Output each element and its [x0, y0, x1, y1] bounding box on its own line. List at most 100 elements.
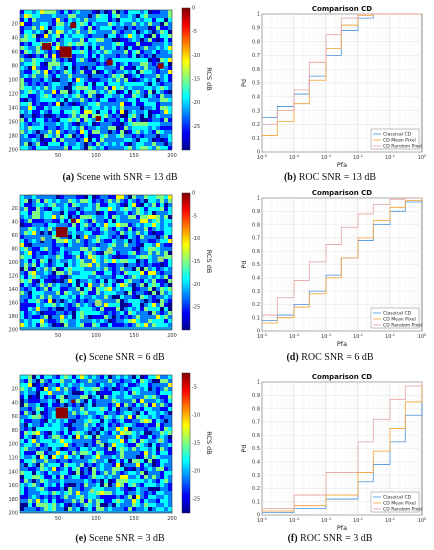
noise-pixel: [56, 295, 60, 299]
noise-pixel: [96, 207, 100, 211]
noise-pixel: [88, 94, 92, 98]
noise-pixel: [28, 18, 32, 22]
noise-pixel: [100, 82, 104, 86]
noise-pixel: [44, 251, 48, 255]
noise-pixel: [84, 66, 88, 70]
noise-pixel: [128, 138, 132, 142]
noise-pixel: [84, 90, 88, 94]
scene-frame: [19, 374, 173, 514]
noise-pixel: [60, 263, 64, 267]
noise-pixel: [32, 130, 36, 134]
noise-pixel: [160, 491, 164, 495]
scene-ytick: 120: [8, 274, 18, 280]
noise-pixel: [100, 106, 104, 110]
noise-pixel: [72, 122, 76, 126]
noise-pixel: [48, 247, 52, 251]
noise-pixel: [160, 471, 164, 475]
noise-pixel: [32, 54, 36, 58]
noise-pixel: [112, 311, 116, 315]
noise-pixel: [152, 267, 156, 271]
noise-pixel: [64, 126, 68, 130]
noise-pixel: [76, 247, 80, 251]
noise-pixel: [84, 471, 88, 475]
noise-pixel: [56, 146, 60, 150]
noise-pixel: [128, 391, 132, 395]
noise-pixel: [48, 138, 52, 142]
noise-pixel: [80, 38, 84, 42]
noise-pixel: [116, 211, 120, 215]
noise-pixel: [32, 114, 36, 118]
noise-pixel: [156, 291, 160, 295]
noise-pixel: [88, 18, 92, 22]
noise-pixel: [96, 451, 100, 455]
noise-pixel: [52, 110, 56, 114]
noise-pixel: [104, 315, 108, 319]
noise-pixel: [104, 299, 108, 303]
noise-pixel: [148, 38, 152, 42]
scene-xtick: 100: [91, 153, 101, 159]
noise-pixel: [56, 263, 60, 267]
noise-pixel: [52, 86, 56, 90]
noise-pixel: [20, 483, 24, 487]
noise-pixel: [48, 122, 52, 126]
noise-pixel: [48, 419, 52, 423]
noise-pixel: [96, 142, 100, 146]
noise-pixel: [20, 295, 24, 299]
noise-pixel: [168, 98, 172, 102]
noise-pixel: [120, 122, 124, 126]
noise-pixel: [20, 279, 24, 283]
roc-xtick: 100: [418, 333, 427, 340]
noise-pixel: [140, 18, 144, 22]
noise-pixel: [36, 142, 40, 146]
noise-pixel: [24, 211, 28, 215]
noise-pixel: [84, 279, 88, 283]
noise-pixel: [144, 399, 148, 403]
noise-pixel: [116, 387, 120, 391]
noise-pixel: [104, 487, 108, 491]
noise-pixel: [64, 255, 68, 259]
noise-pixel: [112, 479, 116, 483]
noise-pixel: [44, 231, 48, 235]
noise-pixel: [128, 323, 132, 327]
noise-pixel: [124, 479, 128, 483]
noise-pixel: [88, 138, 92, 142]
noise-pixel: [156, 483, 160, 487]
noise-pixel: [164, 22, 168, 26]
noise-pixel: [40, 231, 44, 235]
noise-pixel: [76, 287, 80, 291]
noise-pixel: [52, 467, 56, 471]
noise-pixel: [84, 507, 88, 511]
noise-pixel: [72, 50, 76, 54]
noise-pixel: [52, 102, 56, 106]
noise-pixel: [156, 399, 160, 403]
noise-pixel: [152, 387, 156, 391]
noise-pixel: [136, 419, 140, 423]
noise-pixel: [152, 34, 156, 38]
noise-pixel: [56, 451, 60, 455]
noise-pixel: [168, 463, 172, 467]
noise-pixel: [64, 387, 68, 391]
colorbar-tick: -20: [192, 100, 200, 106]
noise-pixel: [92, 403, 96, 407]
noise-pixel: [84, 126, 88, 130]
noise-pixel: [84, 86, 88, 90]
noise-pixel: [72, 106, 76, 110]
noise-pixel: [108, 142, 112, 146]
noise-pixel: [80, 435, 84, 439]
noise-pixel: [136, 307, 140, 311]
noise-pixel: [44, 507, 48, 511]
noise-pixel: [28, 126, 32, 130]
noise-pixel: [60, 391, 64, 395]
noise-pixel: [44, 34, 48, 38]
noise-pixel: [32, 487, 36, 491]
noise-pixel: [136, 114, 140, 118]
noise-pixel: [124, 74, 128, 78]
noise-pixel: [32, 62, 36, 66]
noise-pixel: [104, 267, 108, 271]
noise-pixel: [100, 94, 104, 98]
noise-pixel: [80, 291, 84, 295]
noise-pixel: [88, 279, 92, 283]
noise-pixel: [72, 459, 76, 463]
noise-pixel: [60, 14, 64, 18]
noise-pixel: [148, 495, 152, 499]
